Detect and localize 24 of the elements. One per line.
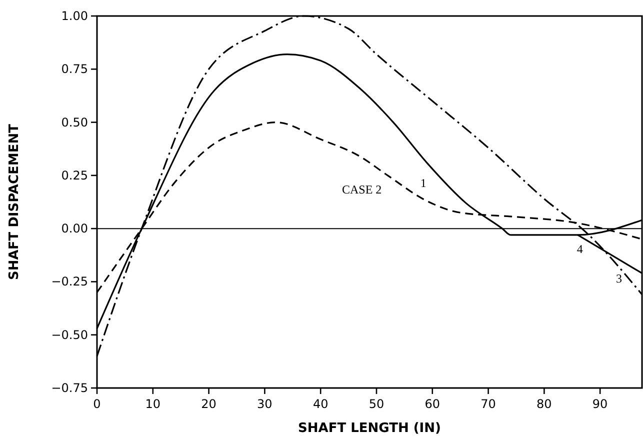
x-tick-label: 40 [312,397,328,411]
x-tick-label: 90 [592,397,608,411]
annotation: 3 [616,272,622,286]
x-tick-label: 30 [257,397,272,411]
y-axis-title: SHAFT DISPACEMENT [7,124,22,280]
x-tick-label: 10 [145,397,161,411]
x-tick-label: 80 [536,397,552,411]
annotation: 1 [420,176,426,190]
y-tick-label: 0.25 [61,168,88,182]
y-tick-label: −0.50 [51,328,88,342]
x-tick-label: 20 [201,397,216,411]
x-axis-title: SHAFT LENGTH (IN) [298,421,441,436]
y-tick-label: −0.25 [51,274,88,289]
x-tick-label: 0 [93,397,101,411]
x-tick-label: 50 [368,397,384,411]
x-tick-label: 70 [480,397,496,411]
annotation: 4 [576,242,583,256]
y-tick-label: −0.75 [51,381,88,395]
annotation: CASE 2 [342,182,382,196]
y-tick-label: 0.50 [61,115,88,130]
y-tick-label: 0.00 [61,222,88,236]
y-tick-label: 1.00 [61,9,88,23]
x-tick-label: 60 [424,397,440,411]
y-tick-label: 0.75 [61,62,88,76]
